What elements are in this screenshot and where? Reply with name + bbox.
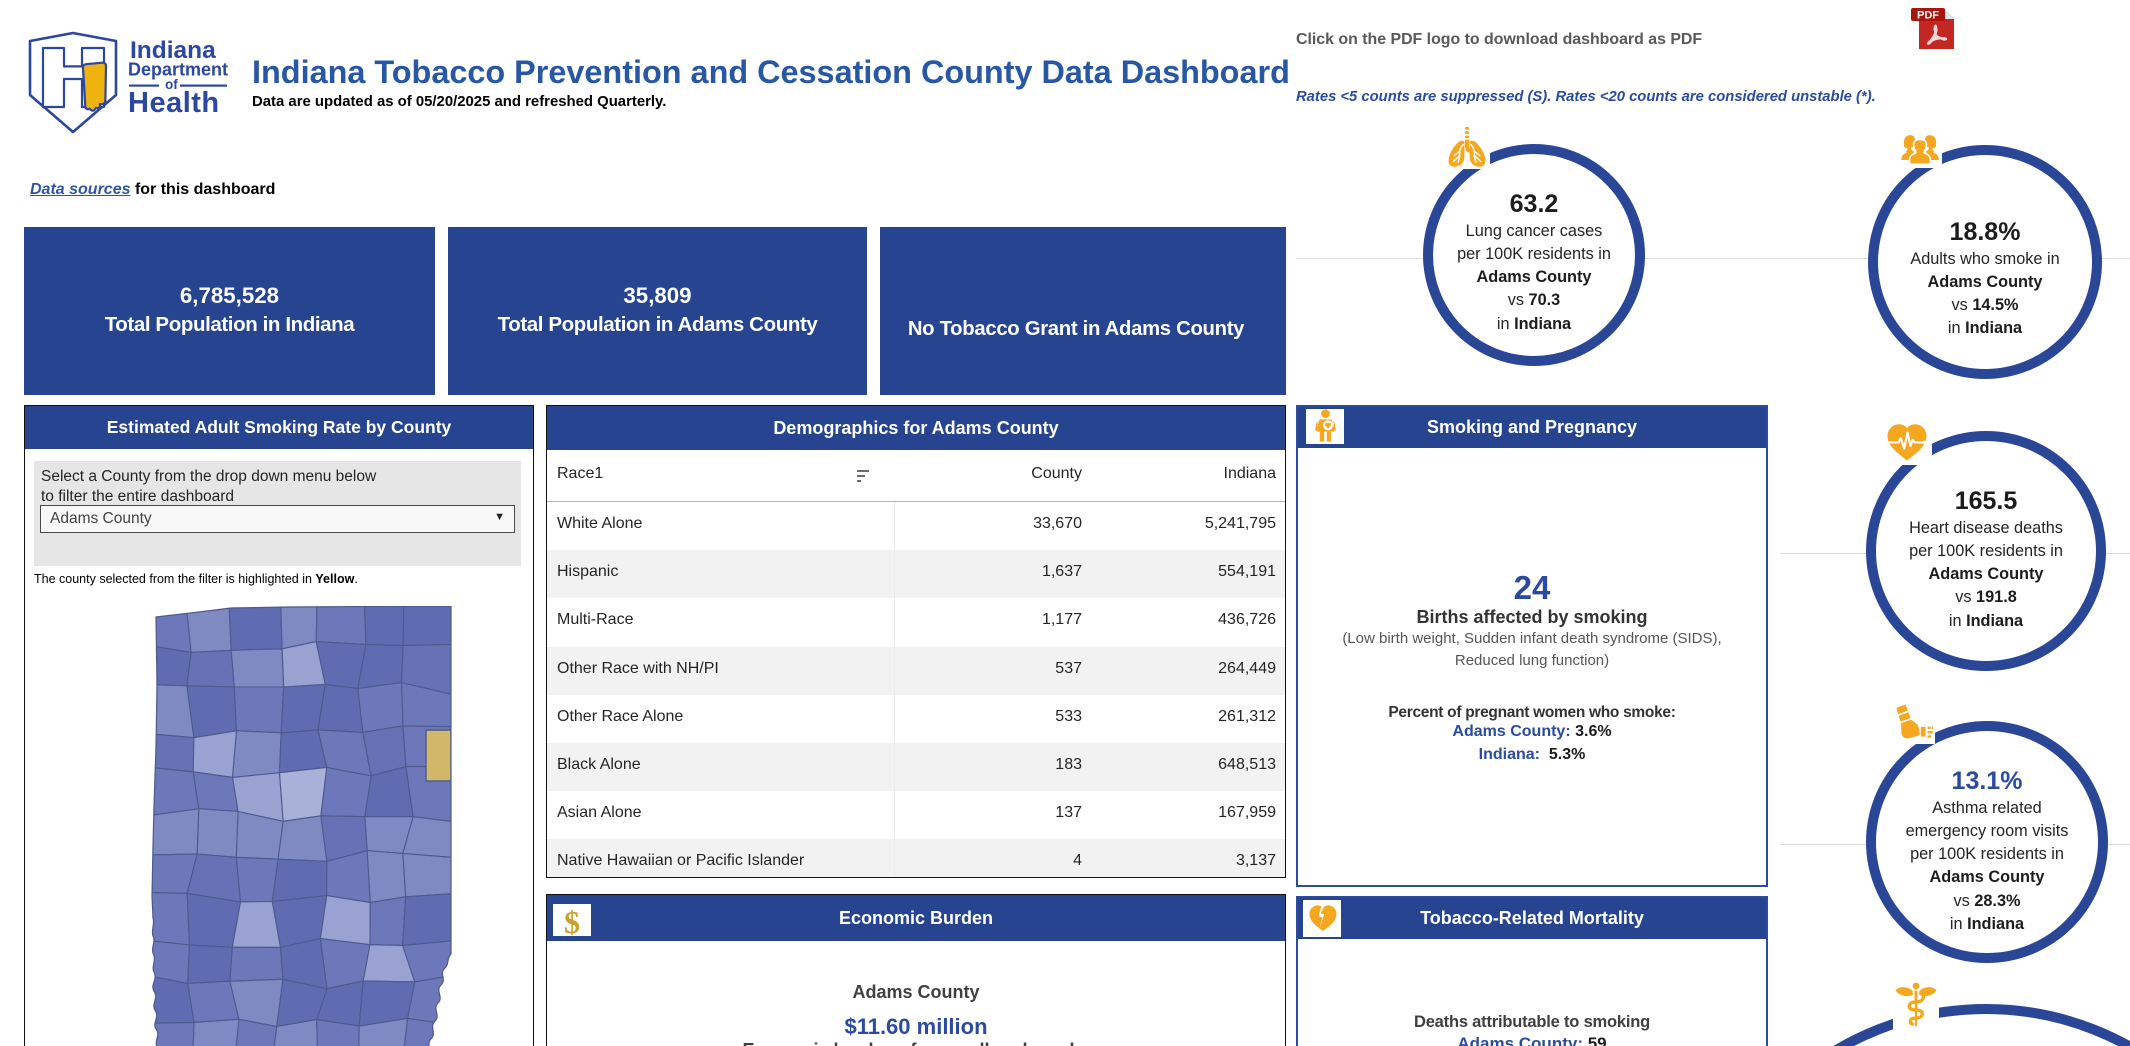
svg-text:Indiana: Indiana — [130, 37, 216, 64]
svg-text:PDF: PDF — [1917, 10, 1939, 22]
svg-text:Health: Health — [128, 87, 220, 119]
svg-text:Department: Department — [128, 60, 228, 80]
svg-text:of: of — [165, 77, 178, 92]
